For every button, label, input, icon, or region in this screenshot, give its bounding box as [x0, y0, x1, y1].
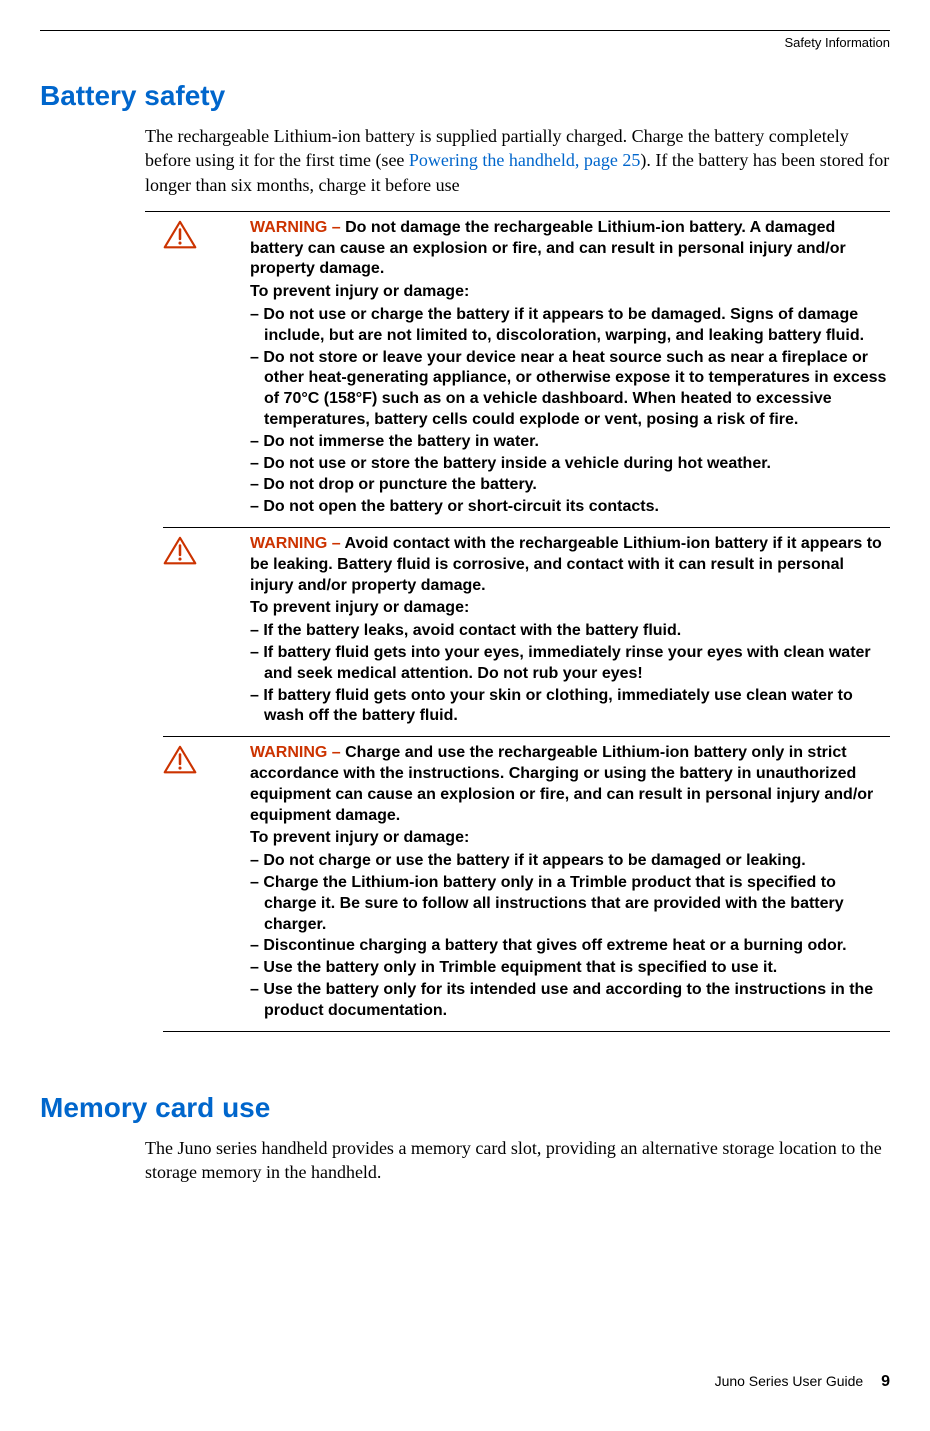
warning-item: – Use the battery only for its intended …	[250, 980, 890, 1022]
footer-page-number: 9	[881, 1373, 890, 1390]
warning-item: – Do not immerse the battery in water.	[250, 432, 890, 453]
warning-item: – If the battery leaks, avoid contact wi…	[250, 621, 890, 642]
warning-block: WARNING – Avoid contact with the recharg…	[163, 528, 890, 737]
warning-content: WARNING – Charge and use the rechargeabl…	[250, 743, 890, 1022]
warning-label: WARNING –	[250, 744, 345, 761]
warning-label: WARNING –	[250, 219, 345, 236]
footer-guide-name: Juno Series User Guide	[715, 1373, 864, 1389]
warning-item: – Use the battery only in Trimble equipm…	[250, 958, 890, 979]
warning-prevent-line: To prevent injury or damage:	[250, 282, 890, 303]
memory-intro-paragraph: The Juno series handheld provides a memo…	[145, 1136, 890, 1185]
warning-item: – Discontinue charging a battery that gi…	[250, 936, 890, 957]
battery-intro-paragraph: The rechargeable Lithium-ion battery is …	[145, 124, 890, 197]
warning-intro: WARNING – Do not damage the rechargeable…	[250, 218, 890, 280]
warning-icon-column	[163, 534, 250, 728]
warning-label: WARNING –	[250, 535, 345, 552]
page-footer: Juno Series User Guide 9	[715, 1373, 890, 1391]
header-rule	[40, 30, 890, 31]
warning-prevent-line: To prevent injury or damage:	[250, 598, 890, 619]
warning-item: – If battery fluid gets into your eyes, …	[250, 643, 890, 685]
warning-block: WARNING – Charge and use the rechargeabl…	[163, 737, 890, 1031]
warning-intro: WARNING – Charge and use the rechargeabl…	[250, 743, 890, 826]
warning-content: WARNING – Do not damage the rechargeable…	[250, 218, 890, 519]
powering-handheld-link[interactable]: Powering the handheld, page 25	[409, 150, 640, 170]
warnings-container: WARNING – Do not damage the rechargeable…	[145, 211, 890, 1032]
warning-item: – Do not store or leave your device near…	[250, 348, 890, 431]
warning-item: – Do not drop or puncture the battery.	[250, 475, 890, 496]
warning-triangle-icon	[163, 745, 197, 775]
warning-prevent-line: To prevent injury or damage:	[250, 828, 890, 849]
memory-card-heading: Memory card use	[40, 1092, 890, 1124]
battery-safety-heading: Battery safety	[40, 80, 890, 112]
warning-item: – Do not use or charge the battery if it…	[250, 305, 890, 347]
warning-triangle-icon	[163, 536, 197, 566]
warning-item: – Do not charge or use the battery if it…	[250, 851, 890, 872]
warning-item: – If battery fluid gets onto your skin o…	[250, 686, 890, 728]
warning-item: – Do not use or store the battery inside…	[250, 454, 890, 475]
warning-icon-column	[163, 218, 250, 519]
memory-card-section: Memory card use The Juno series handheld…	[40, 1092, 890, 1185]
warning-block: WARNING – Do not damage the rechargeable…	[163, 212, 890, 528]
warning-intro-text: Avoid contact with the rechargeable Lith…	[250, 535, 882, 594]
warning-icon-column	[163, 743, 250, 1022]
warning-intro: WARNING – Avoid contact with the recharg…	[250, 534, 890, 596]
header-section-label: Safety Information	[40, 35, 890, 50]
warning-triangle-icon	[163, 220, 197, 250]
warning-item: – Do not open the battery or short-circu…	[250, 497, 890, 518]
warning-content: WARNING – Avoid contact with the recharg…	[250, 534, 890, 728]
warning-item: – Charge the Lithium-ion battery only in…	[250, 873, 890, 935]
